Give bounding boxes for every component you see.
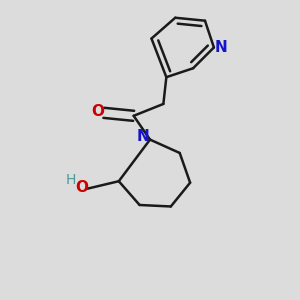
Text: H: H [66, 173, 76, 187]
Text: N: N [136, 129, 149, 144]
Text: O: O [92, 104, 104, 119]
Text: O: O [76, 180, 89, 195]
Text: N: N [215, 40, 228, 55]
